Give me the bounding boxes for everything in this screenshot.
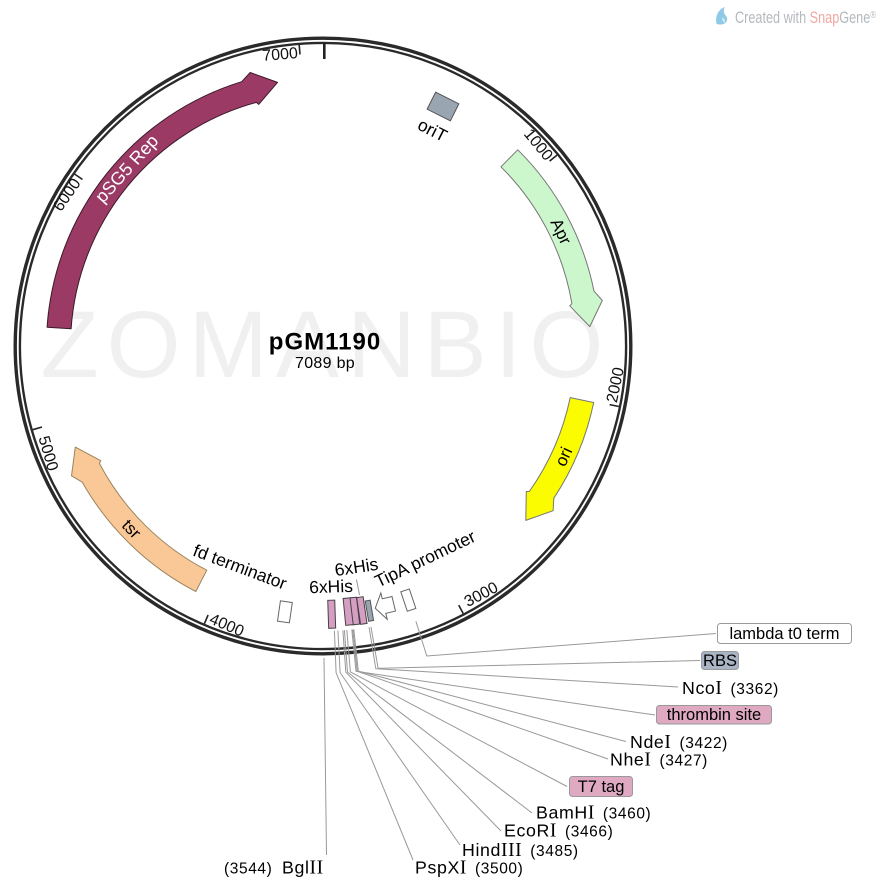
svg-text:thrombin site: thrombin site: [667, 706, 761, 724]
svg-text:7000: 7000: [262, 45, 299, 65]
svg-text:RBS: RBS: [703, 652, 737, 670]
svg-text:NheI(3427): NheI (3427): [610, 750, 708, 771]
svg-text:6xHis: 6xHis: [309, 576, 354, 597]
svg-text:NcoI(3362): NcoI (3362): [682, 678, 779, 699]
svg-text:T7 tag: T7 tag: [578, 778, 625, 796]
svg-text:BamHI(3460): BamHI (3460): [536, 803, 651, 824]
svg-text:Created with SnapGene®: Created with SnapGene®: [735, 9, 876, 27]
svg-text:7089 bp: 7089 bp: [295, 355, 355, 372]
svg-text:lambda t0 term: lambda t0 term: [729, 625, 839, 643]
svg-text:pGM1190: pGM1190: [269, 329, 381, 356]
svg-text:HindIII(3485): HindIII (3485): [462, 840, 579, 861]
svg-text:ZOMANBIO: ZOMANBIO: [41, 292, 612, 398]
svg-text:BglII: BglII: [282, 858, 324, 879]
svg-text:NdeI(3422): NdeI (3422): [630, 732, 728, 753]
svg-text:2000: 2000: [604, 366, 628, 404]
svg-text:(3544): (3544): [224, 861, 272, 878]
